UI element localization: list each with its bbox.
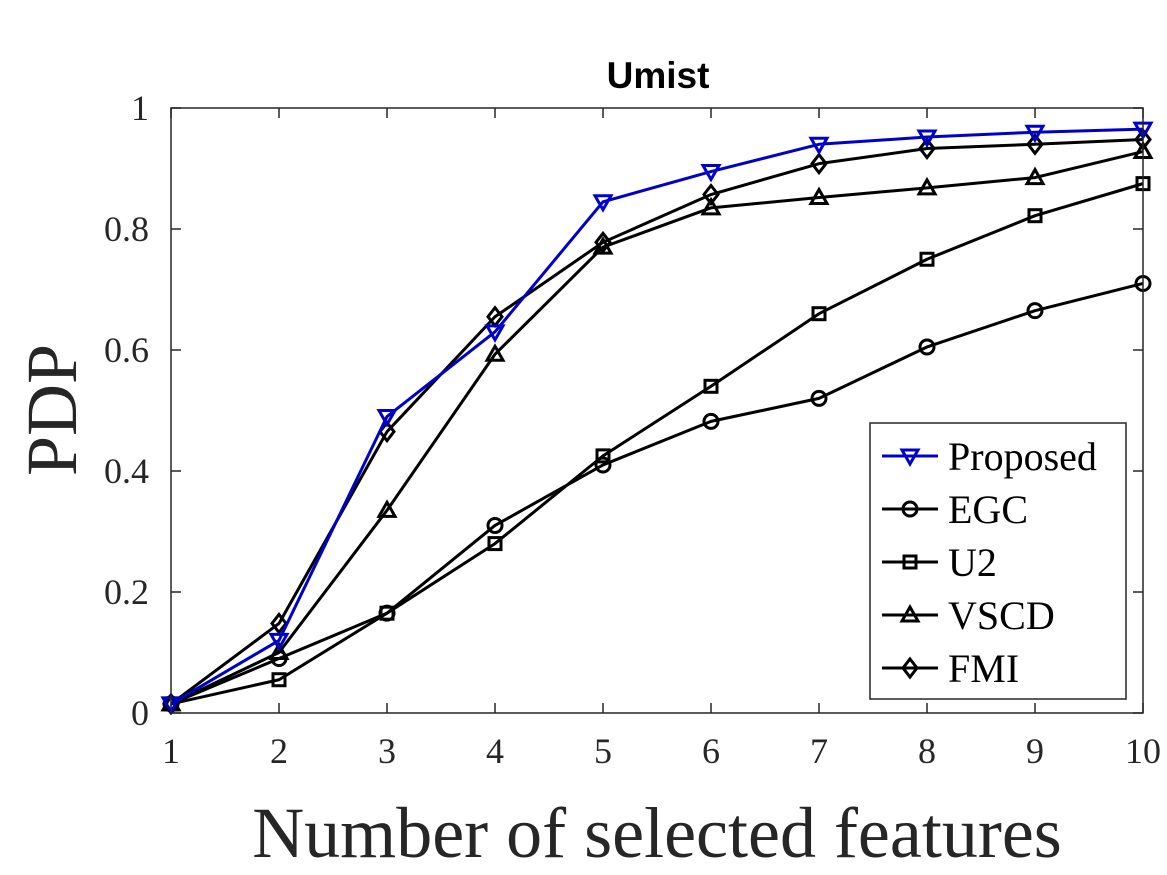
data-point-vscd	[916, 176, 938, 196]
data-point-proposed	[1024, 124, 1046, 144]
data-point-egc	[918, 338, 936, 356]
legend-marker-egc	[901, 500, 919, 518]
x-tick-label: 4	[486, 731, 504, 771]
data-point-egc	[1026, 302, 1044, 320]
data-point-u2	[703, 378, 719, 394]
legend-marker-u2	[902, 554, 918, 570]
legend-marker-vscd	[899, 603, 921, 623]
data-point-u2	[811, 306, 827, 322]
data-point-vscd	[268, 641, 290, 660]
data-point-vscd	[376, 499, 398, 518]
data-point-u2	[271, 672, 287, 688]
legend-item-egc: EGC	[882, 487, 1028, 532]
x-tick-label: 1	[162, 731, 180, 771]
x-tick-label: 5	[594, 731, 612, 771]
data-point-vscd	[808, 186, 830, 206]
legend-label-proposed: Proposed	[948, 434, 1097, 479]
legend-label-u2: U2	[948, 540, 997, 585]
data-point-proposed	[916, 129, 938, 149]
data-point-vscd	[1024, 166, 1046, 186]
legend: Proposed EGC U2 VSCD FMI	[869, 422, 1127, 700]
x-tick-label: 7	[810, 731, 828, 771]
data-point-egc	[702, 412, 720, 430]
axis-ticks: 1 2 3 4 5 6 7 8 9 10 0 0.2 0.4 0.6 0.8 1	[104, 88, 1161, 771]
x-tick-label: 6	[702, 731, 720, 771]
data-point-u2	[919, 251, 935, 267]
data-point-proposed	[700, 164, 722, 183]
legend-marker-fmi	[901, 656, 919, 680]
data-point-egc	[810, 389, 828, 407]
x-tick-label: 8	[918, 731, 936, 771]
data-point-proposed	[484, 324, 506, 343]
legend-label-vscd: VSCD	[948, 593, 1055, 638]
legend-item-fmi: FMI	[882, 646, 1019, 691]
legend-item-vscd: VSCD	[882, 593, 1055, 638]
legend-item-u2: U2	[882, 540, 997, 585]
data-point-vscd	[700, 196, 722, 216]
legend-item-proposed: Proposed	[882, 434, 1097, 479]
series-proposed	[160, 121, 1154, 715]
x-tick-label: 9	[1026, 731, 1044, 771]
series-line-egc	[170, 281, 1144, 706]
data-point-fmi	[270, 612, 288, 635]
series-line-u2	[170, 182, 1144, 706]
series-layer	[160, 121, 1154, 716]
data-point-u2	[487, 536, 503, 552]
data-point-vscd	[484, 343, 506, 362]
x-tick-label: 2	[270, 731, 288, 771]
data-point-fmi	[918, 137, 936, 160]
series-line-proposed	[170, 127, 1144, 706]
legend-label-fmi: FMI	[948, 646, 1019, 691]
y-tick-label: 1	[131, 88, 149, 128]
y-tick-label: 0.8	[104, 209, 149, 249]
data-point-u2	[1027, 208, 1043, 224]
data-point-fmi	[702, 183, 720, 206]
x-tick-label: 10	[1125, 731, 1161, 771]
data-point-proposed	[592, 194, 614, 213]
data-point-proposed	[376, 409, 398, 428]
x-tick-label: 3	[378, 731, 396, 771]
chart-title: Umist	[607, 55, 710, 96]
x-axis-title: Number of selected features	[252, 793, 1062, 873]
data-point-u2	[379, 605, 395, 621]
data-point-proposed	[268, 632, 290, 652]
y-axis-title: PDP	[12, 344, 92, 476]
data-point-egc	[486, 516, 504, 534]
data-point-fmi	[594, 230, 612, 254]
data-point-proposed	[808, 136, 830, 156]
y-tick-label: 0	[131, 693, 149, 733]
y-tick-label: 0.4	[104, 451, 149, 491]
plot-frame	[170, 107, 1144, 714]
data-point-fmi	[810, 152, 828, 176]
y-tick-label: 0.2	[104, 572, 149, 612]
data-point-egc	[594, 456, 612, 474]
data-point-fmi	[1026, 132, 1044, 156]
series-line-vscd	[170, 150, 1144, 706]
legend-label-egc: EGC	[948, 487, 1028, 532]
y-tick-label: 0.6	[104, 330, 149, 370]
data-point-u2	[595, 448, 611, 464]
legend-marker-proposed	[899, 448, 921, 468]
